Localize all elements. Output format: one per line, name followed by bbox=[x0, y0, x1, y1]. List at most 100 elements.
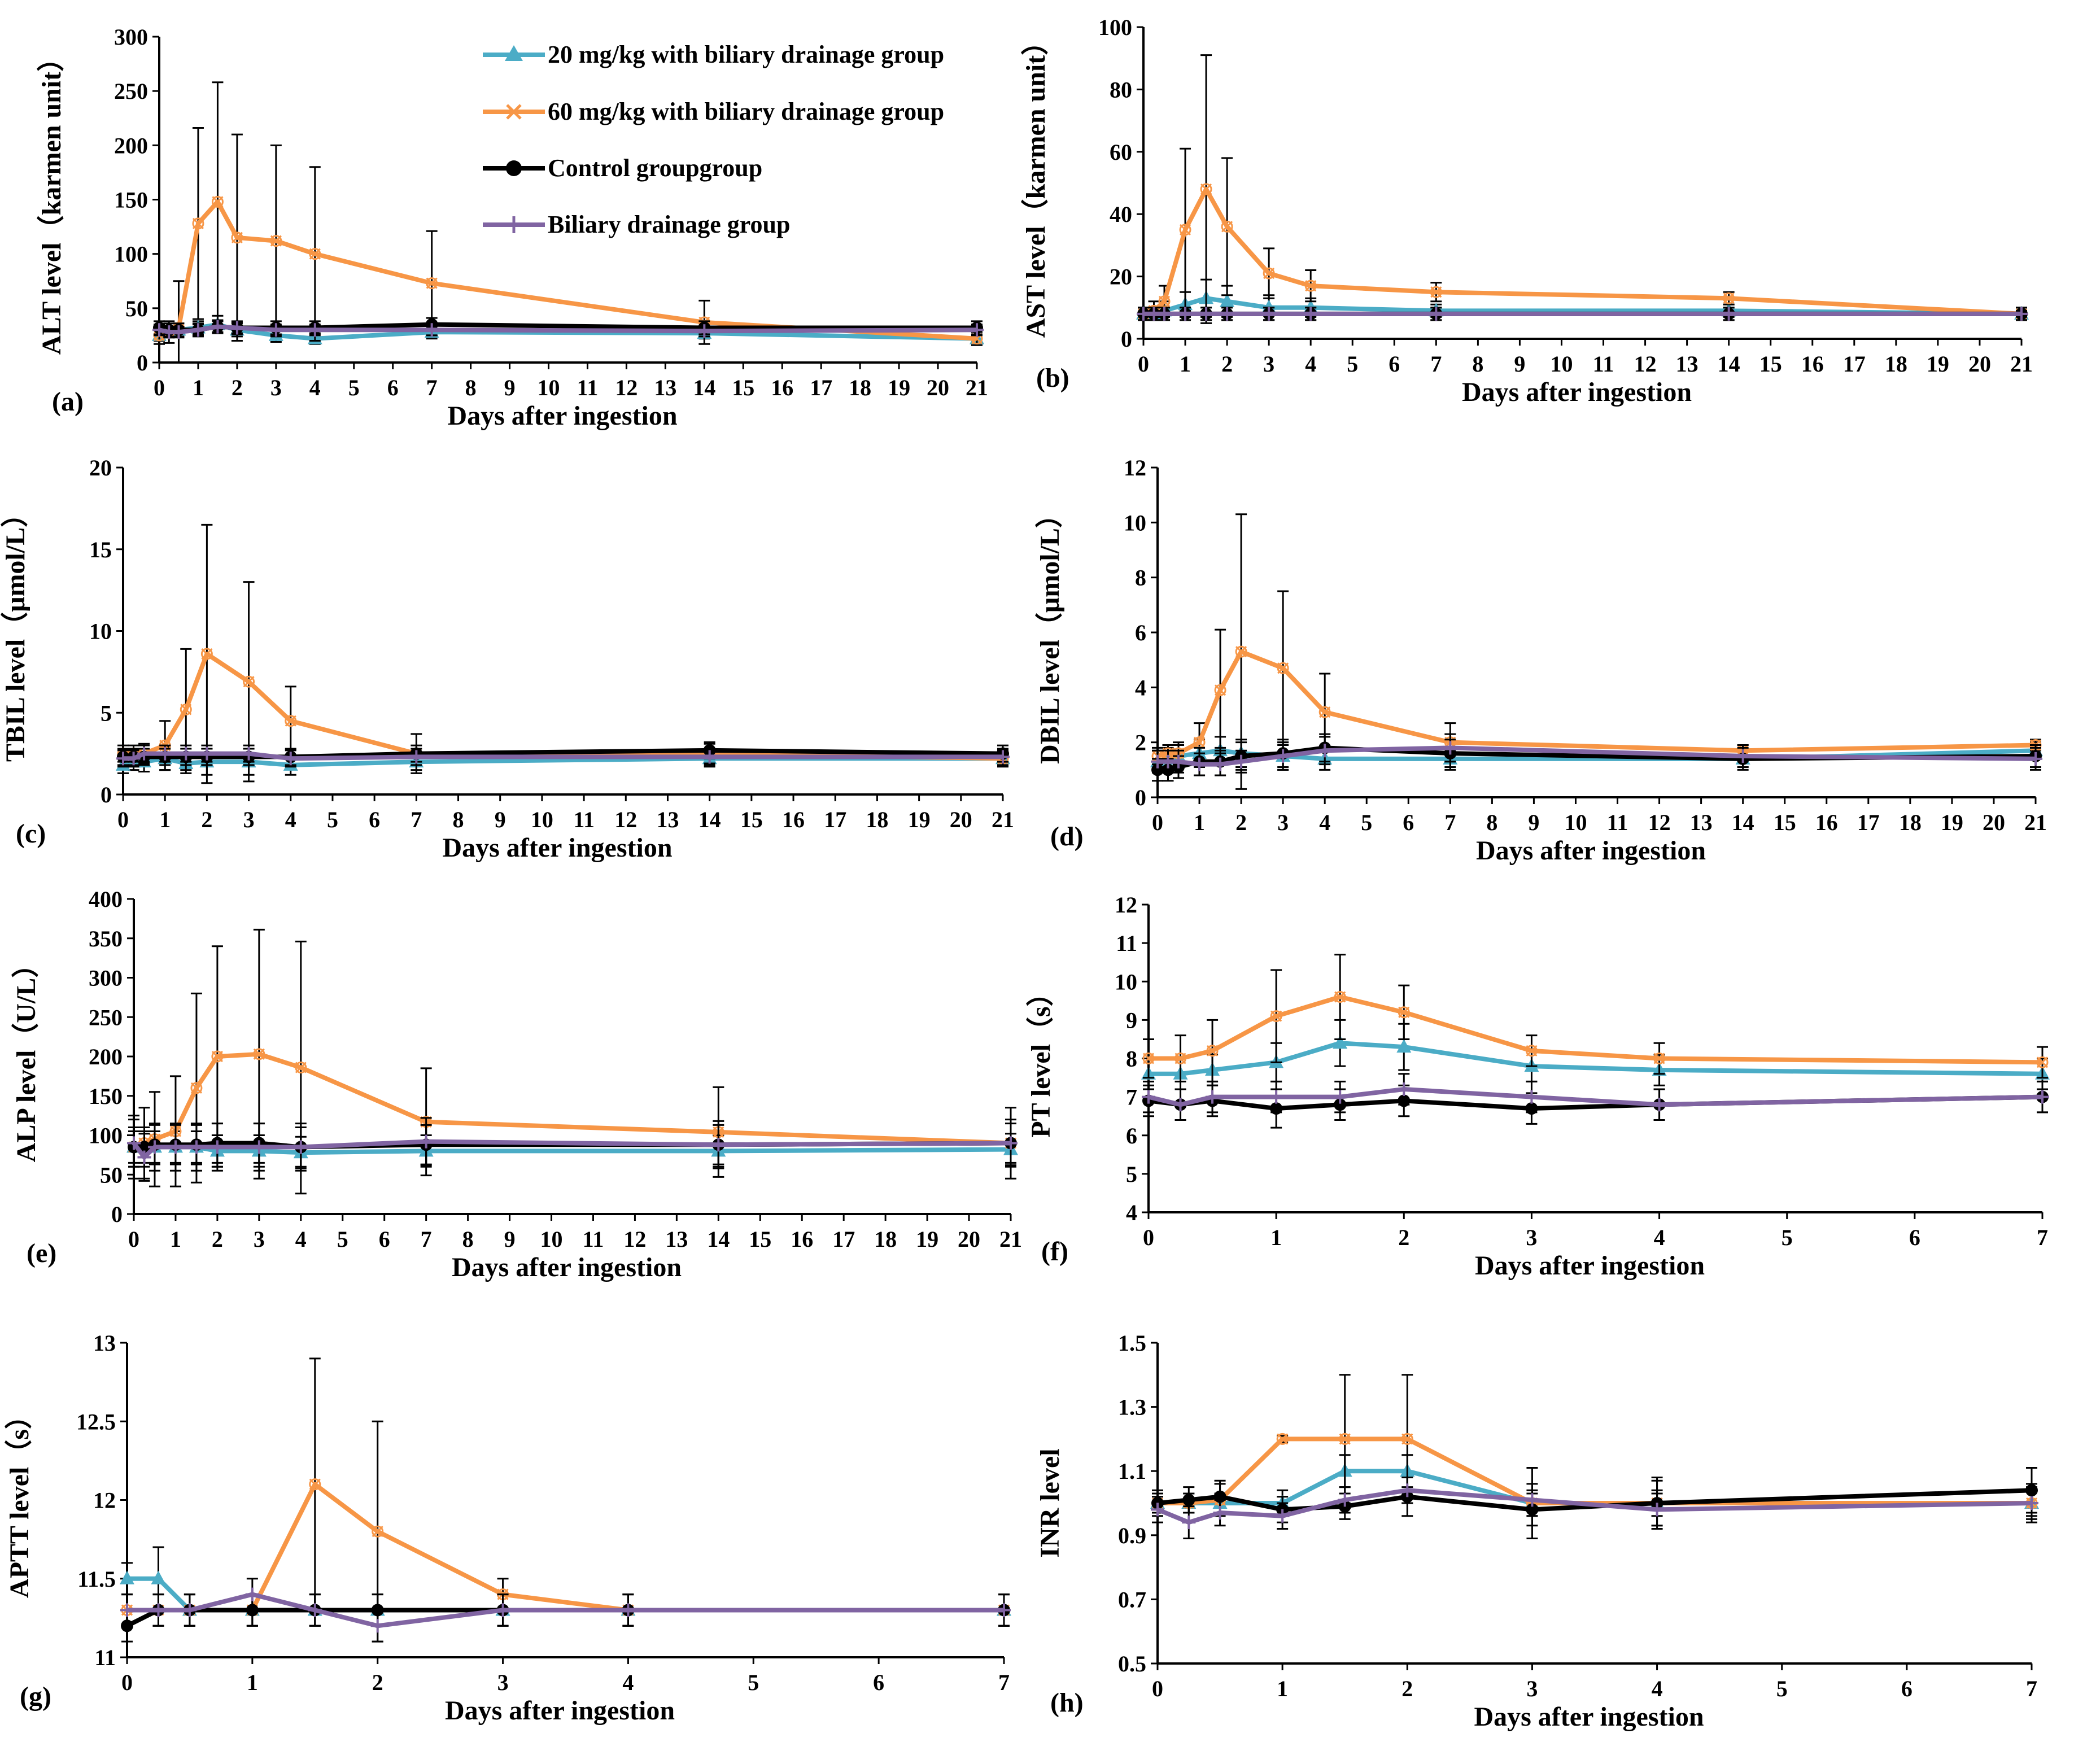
x-tick-label: 11 bbox=[1607, 810, 1628, 835]
data-point-x bbox=[1723, 292, 1735, 304]
legend-label: Control groupgroup bbox=[548, 154, 762, 182]
data-point-x bbox=[1179, 224, 1191, 235]
y-tick-label: 20 bbox=[89, 455, 112, 481]
data-point-circle bbox=[1334, 991, 1346, 1003]
data-point-circle bbox=[1179, 224, 1191, 236]
x-tick-label: 0 bbox=[128, 1226, 139, 1252]
x-tick-label: 16 bbox=[771, 375, 793, 400]
legend-label: 60 mg/kg with biliary drainage group bbox=[548, 98, 944, 125]
data-point-circle bbox=[1214, 684, 1226, 696]
y-axis-title: INR level bbox=[1035, 1448, 1065, 1557]
x-tick-label: 4 bbox=[295, 1226, 307, 1252]
data-point-circle bbox=[1200, 183, 1212, 195]
data-point-circle bbox=[1270, 1010, 1282, 1023]
data-point-circle bbox=[1525, 1045, 1538, 1057]
data-point-circle bbox=[1263, 267, 1275, 280]
x-tick-label: 8 bbox=[462, 1226, 474, 1252]
x-tick-label: 17 bbox=[1857, 810, 1880, 835]
y-tick-label: 4 bbox=[1135, 675, 1146, 700]
y-tick-label: 12.5 bbox=[76, 1409, 116, 1434]
data-point-circle bbox=[192, 217, 204, 230]
y-tick-label: 10 bbox=[89, 619, 112, 644]
y-tick-label: 4 bbox=[1126, 1200, 1137, 1225]
data-point-triangle bbox=[1396, 1039, 1412, 1053]
x-tick-label: 6 bbox=[1901, 1676, 1913, 1701]
x-tick-label: 17 bbox=[824, 807, 846, 832]
x-tick-label: 1 bbox=[1194, 810, 1205, 835]
data-point-circle bbox=[1430, 286, 1442, 298]
data-point-x bbox=[1200, 183, 1212, 195]
x-tick-label: 18 bbox=[1885, 351, 1907, 377]
x-tick-label: 7 bbox=[998, 1670, 1010, 1695]
x-tick-label: 5 bbox=[1361, 810, 1372, 835]
data-point-x bbox=[309, 1478, 321, 1490]
legend-marker-x bbox=[506, 104, 522, 120]
x-tick-label: 3 bbox=[254, 1226, 265, 1252]
y-tick-label: 350 bbox=[89, 926, 123, 951]
x-tick-label: 7 bbox=[426, 375, 438, 400]
y-tick-label: 11 bbox=[94, 1645, 116, 1670]
x-tick-label: 20 bbox=[958, 1226, 980, 1252]
data-point-x bbox=[1207, 1045, 1219, 1056]
x-tick-label: 0 bbox=[1143, 1225, 1154, 1250]
y-tick-label: 20 bbox=[1110, 264, 1132, 290]
x-tick-label: 1 bbox=[193, 375, 204, 400]
panel-label: (d) bbox=[1050, 822, 1084, 852]
x-tick-label: 8 bbox=[465, 375, 477, 400]
data-point-triangle bbox=[1333, 1035, 1348, 1049]
panel-label: (g) bbox=[20, 1682, 51, 1711]
data-point-triangle bbox=[151, 1570, 166, 1584]
x-tick-label: 8 bbox=[1486, 810, 1497, 835]
x-tick-label: 6 bbox=[387, 375, 399, 400]
series-s60 bbox=[1142, 954, 2049, 1082]
data-point-circle bbox=[1235, 645, 1247, 658]
x-axis-title: Days after ingestion bbox=[447, 401, 677, 431]
x-tick-label: 7 bbox=[1430, 351, 1442, 377]
y-tick-label: 0 bbox=[137, 350, 148, 375]
x-tick-label: 17 bbox=[832, 1226, 855, 1252]
x-tick-label: 15 bbox=[732, 375, 754, 400]
y-tick-label: 12 bbox=[1124, 455, 1146, 481]
data-point-x bbox=[2036, 1056, 2049, 1068]
x-tick-label: 3 bbox=[1526, 1225, 1537, 1250]
x-tick-label: 3 bbox=[1526, 1676, 1538, 1701]
x-tick-label: 20 bbox=[950, 807, 972, 832]
x-tick-label: 15 bbox=[1774, 810, 1796, 835]
y-axis-title: PT level（s） bbox=[1026, 979, 1056, 1137]
data-point-x bbox=[1401, 1433, 1413, 1445]
x-tick-label: 11 bbox=[1593, 351, 1614, 377]
y-tick-label: 5 bbox=[1126, 1162, 1137, 1187]
x-tick-label: 21 bbox=[999, 1226, 1022, 1252]
data-point-circle bbox=[253, 1048, 265, 1060]
data-point-x bbox=[270, 235, 282, 247]
x-tick-label: 18 bbox=[866, 807, 888, 832]
x-tick-label: 2 bbox=[1221, 351, 1233, 377]
y-tick-label: 300 bbox=[89, 966, 123, 991]
y-tick-label: 9 bbox=[1126, 1007, 1137, 1033]
x-tick-label: 14 bbox=[707, 1226, 730, 1252]
data-point-x bbox=[309, 248, 321, 260]
series-bd bbox=[1151, 1477, 2038, 1539]
x-tick-label: 8 bbox=[453, 807, 464, 832]
x-tick-label: 6 bbox=[379, 1226, 390, 1252]
data-point-x bbox=[1430, 286, 1442, 298]
x-tick-label: 7 bbox=[2026, 1676, 2037, 1701]
x-tick-label: 13 bbox=[1676, 351, 1699, 377]
x-tick-label: 1 bbox=[1277, 1676, 1288, 1701]
x-tick-label: 6 bbox=[1403, 810, 1414, 835]
y-axis-title: AST level（karmen unit） bbox=[1021, 28, 1051, 338]
x-tick-label: 20 bbox=[1983, 810, 2005, 835]
data-point-x bbox=[1235, 646, 1247, 658]
y-tick-label: 150 bbox=[114, 187, 148, 213]
y-tick-label: 60 bbox=[1110, 139, 1132, 165]
x-tick-label: 5 bbox=[348, 375, 360, 400]
y-tick-label: 10 bbox=[1124, 510, 1146, 535]
legend: 20 mg/kg with biliary drainage group 60 … bbox=[483, 41, 944, 238]
x-tick-label: 16 bbox=[791, 1226, 813, 1252]
x-tick-label: 11 bbox=[573, 807, 595, 832]
x-tick-label: 5 bbox=[1782, 1225, 1793, 1250]
